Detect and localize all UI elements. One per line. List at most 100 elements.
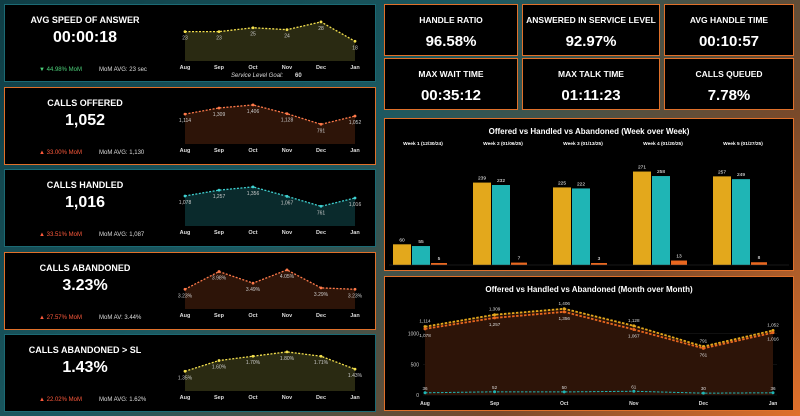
- series-point: [771, 391, 775, 395]
- kpi-tile: CALLS QUEUED 7.78%: [664, 58, 794, 110]
- mom-change: ▲ 33.51% MoM: [39, 232, 82, 238]
- sparkline-x-tick: Nov: [282, 65, 293, 71]
- sparkline-chart: 1,078 Aug 1,257 Sep 1,356 Oct 1,067 Nov 761 Dec 1,…: [179, 185, 362, 236]
- sparkline-point: [353, 196, 357, 200]
- monthly-chart-panel: Offered vs Handled vs Abandoned (Month o…: [384, 276, 794, 411]
- sparkline-x-tick: Oct: [248, 313, 257, 319]
- sparkline-point: [319, 286, 323, 290]
- metric-title: CALLS OFFERED: [47, 98, 123, 108]
- sparkline-x-tick: Dec: [316, 230, 326, 236]
- sparkline-x-tick: Nov: [282, 395, 293, 401]
- sparkline-value-label: 23: [182, 36, 188, 42]
- series-value-label: 1,406: [558, 301, 570, 306]
- sparkline-x-tick: Nov: [282, 230, 293, 236]
- sparkline-value-label: 3.23%: [348, 293, 363, 299]
- sparkline-value-label: 28: [318, 26, 324, 32]
- bar-value-label: 5: [438, 256, 441, 262]
- sparkline-value-label: 3.29%: [314, 292, 329, 298]
- series-value-label: 1,078: [419, 333, 431, 338]
- series-point: [701, 346, 705, 350]
- metric-value: 1,016: [64, 194, 106, 211]
- x-tick-label: Oct: [560, 401, 569, 407]
- series-value-label: 1,257: [489, 322, 501, 327]
- series-value-label: 36: [422, 386, 428, 391]
- metric-title: AVG SPEED OF ANSWER: [30, 15, 140, 25]
- sparkline-x-tick: Jan: [350, 395, 360, 401]
- sparkline-value-label: 1,067: [281, 200, 294, 206]
- sparkline-x-tick: Sep: [214, 148, 225, 154]
- bar: [473, 182, 491, 265]
- sparkline-value-label: 761: [317, 210, 326, 216]
- series-point: [493, 316, 497, 320]
- sparkline-chart: 3.23% Aug 3.98% Sep 3.49% Oct 4.05% Nov 3.29% Dec…: [178, 268, 363, 319]
- series-value-label: 1,309: [489, 307, 501, 312]
- bar: [751, 262, 767, 265]
- sparkline-point: [353, 39, 357, 43]
- sparkline-chart: 23 Aug 23 Sep 25 Oct 24 Nov 28 Dec 18 Jan: [180, 20, 360, 71]
- sparkline-value-label: 3.98%: [212, 276, 227, 282]
- series-point: [423, 325, 427, 329]
- sparkline-point: [183, 369, 187, 373]
- kpi-value: 00:35:12: [420, 87, 482, 104]
- bar-value-label: 271: [638, 165, 646, 171]
- mom-change: ▲ 27.57% MoM: [39, 315, 82, 321]
- sparkline-area: [185, 351, 355, 391]
- sparkline-value-label: 791: [317, 128, 326, 134]
- x-tick-label: Sep: [490, 401, 499, 407]
- sparkline-x-tick: Dec: [316, 395, 326, 401]
- sparkline-chart: 1.35% Aug 1.60% Sep 1.70% Oct 1.80% Nov 1.71% Dec…: [178, 350, 363, 401]
- sparkline-point: [353, 287, 357, 291]
- sparkline-point: [217, 270, 221, 273]
- x-tick-label: Dec: [699, 401, 708, 407]
- sparkline-line: [184, 269, 356, 290]
- sparkline-value-label: 1.71%: [314, 360, 329, 366]
- bar-category-label: Week 5 (01/27/25): [723, 141, 763, 147]
- series-point: [423, 327, 427, 331]
- kpi-title: HANDLE RATIO: [419, 15, 483, 25]
- sparkline-point: [285, 28, 289, 32]
- mom-average: MoM AVG: 1,087: [99, 232, 145, 238]
- weekly-chart-title: Offered vs Handled vs Abandoned (Week ov…: [488, 127, 690, 136]
- bar: [553, 187, 571, 265]
- bar-value-label: 232: [497, 178, 505, 184]
- monthly-chart-title: Offered vs Handled vs Abandoned (Month o…: [485, 285, 693, 294]
- sparkline-value-label: 23: [216, 36, 222, 42]
- metric-card: CALLS HANDLED 1,016 ▲ 33.51% MoM MoM AVG: 1…: [4, 169, 376, 247]
- bar-category-label: Week 2 (01/06/25): [483, 141, 523, 147]
- sparkline-x-tick: Jan: [350, 313, 360, 319]
- kpi-title: CALLS QUEUED: [695, 69, 763, 79]
- sparkline-point: [319, 354, 323, 358]
- metric-title: CALLS HANDLED: [46, 180, 124, 190]
- sparkline-value-label: 1,016: [349, 202, 362, 208]
- kpi-value: 00:10:57: [698, 33, 760, 50]
- sparkline-value-label: 1,052: [349, 120, 362, 126]
- bar-value-label: 7: [518, 256, 521, 262]
- series-point: [562, 310, 566, 314]
- sparkline-value-label: 18: [352, 45, 358, 51]
- series-point: [493, 390, 497, 394]
- sparkline-point: [319, 204, 323, 208]
- sparkline-x-tick: Oct: [248, 395, 257, 401]
- sparkline-point: [183, 30, 187, 34]
- sparkline-point: [285, 350, 289, 354]
- sparkline-value-label: 25: [250, 32, 256, 38]
- sparkline-line: [184, 351, 356, 372]
- sparkline-point: [319, 122, 323, 126]
- series-point: [632, 328, 636, 332]
- metric-card: CALLS ABANDONED > SL 1.43% ▲ 22.02% MoM MoM…: [4, 334, 376, 412]
- series-point: [771, 331, 775, 335]
- kpi-value: 7.78%: [707, 87, 751, 104]
- sparkline-point: [183, 194, 187, 198]
- bar: [431, 263, 447, 265]
- sparkline-point: [217, 359, 221, 362]
- sparkline-value-label: 1,257: [213, 194, 226, 200]
- sparkline-x-tick: Oct: [248, 230, 257, 236]
- sparkline-x-tick: Aug: [180, 313, 191, 319]
- kpi-value: 92.97%: [565, 33, 617, 50]
- series-value-label: 1,016: [767, 337, 779, 342]
- y-tick-label: 500: [411, 362, 420, 368]
- sparkline-value-label: 1,356: [247, 191, 260, 197]
- series-point: [771, 328, 775, 332]
- bar-value-label: 55: [418, 239, 424, 245]
- bar-value-label: 60: [399, 237, 405, 243]
